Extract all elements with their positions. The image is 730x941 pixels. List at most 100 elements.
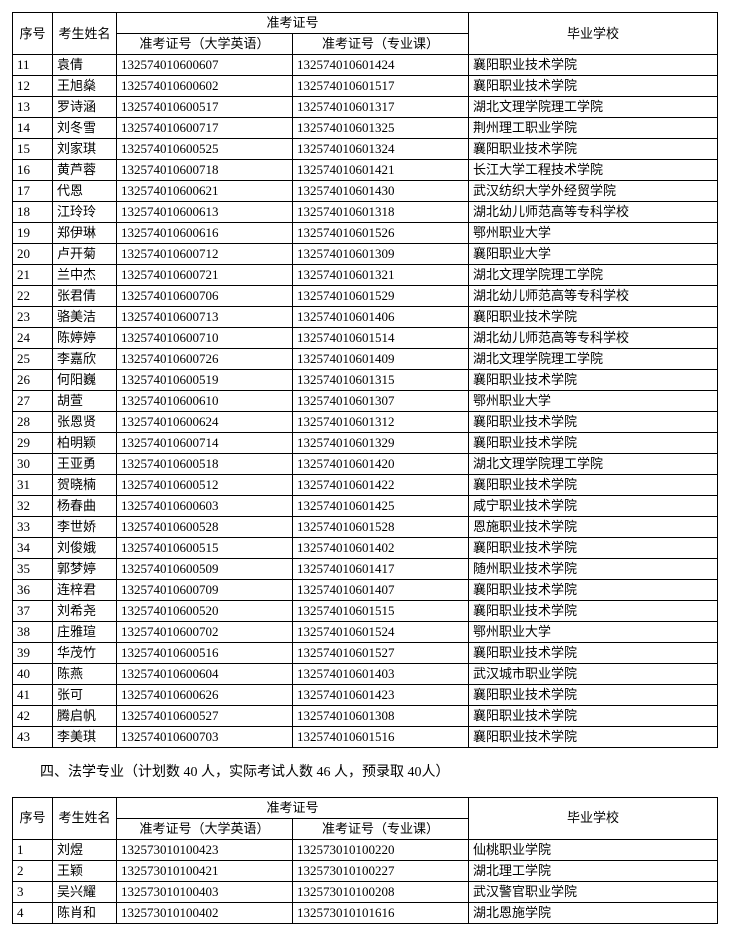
- cell-school: 湖北恩施学院: [469, 902, 718, 923]
- cell-e2: 132574010601417: [293, 559, 469, 580]
- cell-seq: 25: [13, 349, 53, 370]
- table-row: 40陈燕132574010600604132574010601403武汉城市职业…: [13, 664, 718, 685]
- cell-name: 陈肖和: [53, 902, 117, 923]
- cell-name: 陈婷婷: [53, 328, 117, 349]
- cell-school: 襄阳职业技术学院: [469, 370, 718, 391]
- cell-e2: 132574010601423: [293, 685, 469, 706]
- header-seq: 序号: [13, 797, 53, 839]
- cell-e1: 132574010600702: [117, 622, 293, 643]
- cell-e1: 132574010600520: [117, 601, 293, 622]
- cell-e1: 132574010600518: [117, 454, 293, 475]
- cell-name: 张可: [53, 685, 117, 706]
- cell-name: 郭梦婷: [53, 559, 117, 580]
- cell-name: 刘俊娥: [53, 538, 117, 559]
- cell-seq: 3: [13, 881, 53, 902]
- cell-name: 张君倩: [53, 286, 117, 307]
- cell-seq: 13: [13, 97, 53, 118]
- cell-e2: 132574010601529: [293, 286, 469, 307]
- cell-seq: 37: [13, 601, 53, 622]
- table-row: 41张可132574010600626132574010601423襄阳职业技术…: [13, 685, 718, 706]
- cell-school: 湖北幼儿师范高等专科学校: [469, 202, 718, 223]
- table-row: 39华茂竹132574010600516132574010601527襄阳职业技…: [13, 643, 718, 664]
- cell-e2: 132574010601421: [293, 160, 469, 181]
- cell-name: 郑伊琳: [53, 223, 117, 244]
- table-row: 28张恩贤132574010600624132574010601312襄阳职业技…: [13, 412, 718, 433]
- cell-school: 湖北文理学院理工学院: [469, 265, 718, 286]
- cell-name: 王颖: [53, 860, 117, 881]
- table-row: 1刘煜132573010100423132573010100220仙桃职业学院: [13, 839, 718, 860]
- cell-e1: 132574010600717: [117, 118, 293, 139]
- cell-e1: 132574010600616: [117, 223, 293, 244]
- cell-school: 襄阳职业技术学院: [469, 307, 718, 328]
- cell-seq: 4: [13, 902, 53, 923]
- cell-e2: 132574010601321: [293, 265, 469, 286]
- cell-school: 随州职业技术学院: [469, 559, 718, 580]
- cell-school: 襄阳职业技术学院: [469, 55, 718, 76]
- cell-school: 襄阳职业技术学院: [469, 727, 718, 748]
- cell-e2: 132574010601420: [293, 454, 469, 475]
- table-row: 31贺晓楠132574010600512132574010601422襄阳职业技…: [13, 475, 718, 496]
- table-row: 37刘希尧132574010600520132574010601515襄阳职业技…: [13, 601, 718, 622]
- table-row: 42腾启帆132574010600527132574010601308襄阳职业技…: [13, 706, 718, 727]
- table-row: 11袁倩132574010600607132574010601424襄阳职业技术…: [13, 55, 718, 76]
- cell-e2: 132574010601407: [293, 580, 469, 601]
- cell-name: 代恩: [53, 181, 117, 202]
- cell-e2: 132574010601527: [293, 643, 469, 664]
- cell-name: 张恩贤: [53, 412, 117, 433]
- cell-school: 荆州理工职业学院: [469, 118, 718, 139]
- cell-school: 襄阳职业技术学院: [469, 139, 718, 160]
- table-row: 22张君倩132574010600706132574010601529湖北幼儿师…: [13, 286, 718, 307]
- table-row: 12王旭燊132574010600602132574010601517襄阳职业技…: [13, 76, 718, 97]
- table-row: 34刘俊娥132574010600515132574010601402襄阳职业技…: [13, 538, 718, 559]
- cell-e1: 132574010600613: [117, 202, 293, 223]
- cell-school: 襄阳职业技术学院: [469, 412, 718, 433]
- cell-seq: 36: [13, 580, 53, 601]
- cell-name: 卢开菊: [53, 244, 117, 265]
- cell-seq: 35: [13, 559, 53, 580]
- cell-seq: 43: [13, 727, 53, 748]
- students-table-2: 序号 考生姓名 准考证号 毕业学校 准考证号（大学英语） 准考证号（专业课） 1…: [12, 797, 718, 924]
- table-row: 29柏明颖132574010600714132574010601329襄阳职业技…: [13, 433, 718, 454]
- cell-seq: 28: [13, 412, 53, 433]
- cell-e2: 132574010601409: [293, 349, 469, 370]
- cell-school: 襄阳职业技术学院: [469, 580, 718, 601]
- cell-school: 仙桃职业学院: [469, 839, 718, 860]
- cell-name: 李嘉欣: [53, 349, 117, 370]
- cell-e1: 132574010600710: [117, 328, 293, 349]
- table-row: 24陈婷婷132574010600710132574010601514湖北幼儿师…: [13, 328, 718, 349]
- cell-e1: 132574010600714: [117, 433, 293, 454]
- cell-seq: 42: [13, 706, 53, 727]
- cell-school: 襄阳职业技术学院: [469, 76, 718, 97]
- cell-e2: 132574010601422: [293, 475, 469, 496]
- cell-name: 腾启帆: [53, 706, 117, 727]
- cell-e1: 132574010600517: [117, 97, 293, 118]
- table-row: 36连梓君132574010600709132574010601407襄阳职业技…: [13, 580, 718, 601]
- cell-name: 王旭燊: [53, 76, 117, 97]
- cell-e2: 132574010601318: [293, 202, 469, 223]
- table-row: 3吴兴耀132573010100403132573010100208武汉警官职业…: [13, 881, 718, 902]
- cell-name: 华茂竹: [53, 643, 117, 664]
- cell-school: 鄂州职业大学: [469, 622, 718, 643]
- cell-seq: 31: [13, 475, 53, 496]
- cell-e1: 132574010600712: [117, 244, 293, 265]
- cell-school: 武汉警官职业学院: [469, 881, 718, 902]
- cell-school: 湖北文理学院理工学院: [469, 97, 718, 118]
- table-row: 35郭梦婷132574010600509132574010601417随州职业技…: [13, 559, 718, 580]
- header-school: 毕业学校: [469, 797, 718, 839]
- cell-e2: 132573010100208: [293, 881, 469, 902]
- header-exam2: 准考证号（专业课）: [293, 34, 469, 55]
- header-exam1: 准考证号（大学英语）: [117, 818, 293, 839]
- cell-name: 连梓君: [53, 580, 117, 601]
- cell-seq: 38: [13, 622, 53, 643]
- students-table-1: 序号 考生姓名 准考证号 毕业学校 准考证号（大学英语） 准考证号（专业课） 1…: [12, 12, 718, 748]
- cell-school: 襄阳职业技术学院: [469, 685, 718, 706]
- table-row: 17代恩132574010600621132574010601430武汉纺织大学…: [13, 181, 718, 202]
- cell-e1: 132574010600718: [117, 160, 293, 181]
- header-exam2: 准考证号（专业课）: [293, 818, 469, 839]
- header-exam-group: 准考证号: [117, 797, 469, 818]
- cell-school: 长江大学工程技术学院: [469, 160, 718, 181]
- cell-name: 何阳巍: [53, 370, 117, 391]
- cell-seq: 41: [13, 685, 53, 706]
- header-name: 考生姓名: [53, 797, 117, 839]
- cell-seq: 40: [13, 664, 53, 685]
